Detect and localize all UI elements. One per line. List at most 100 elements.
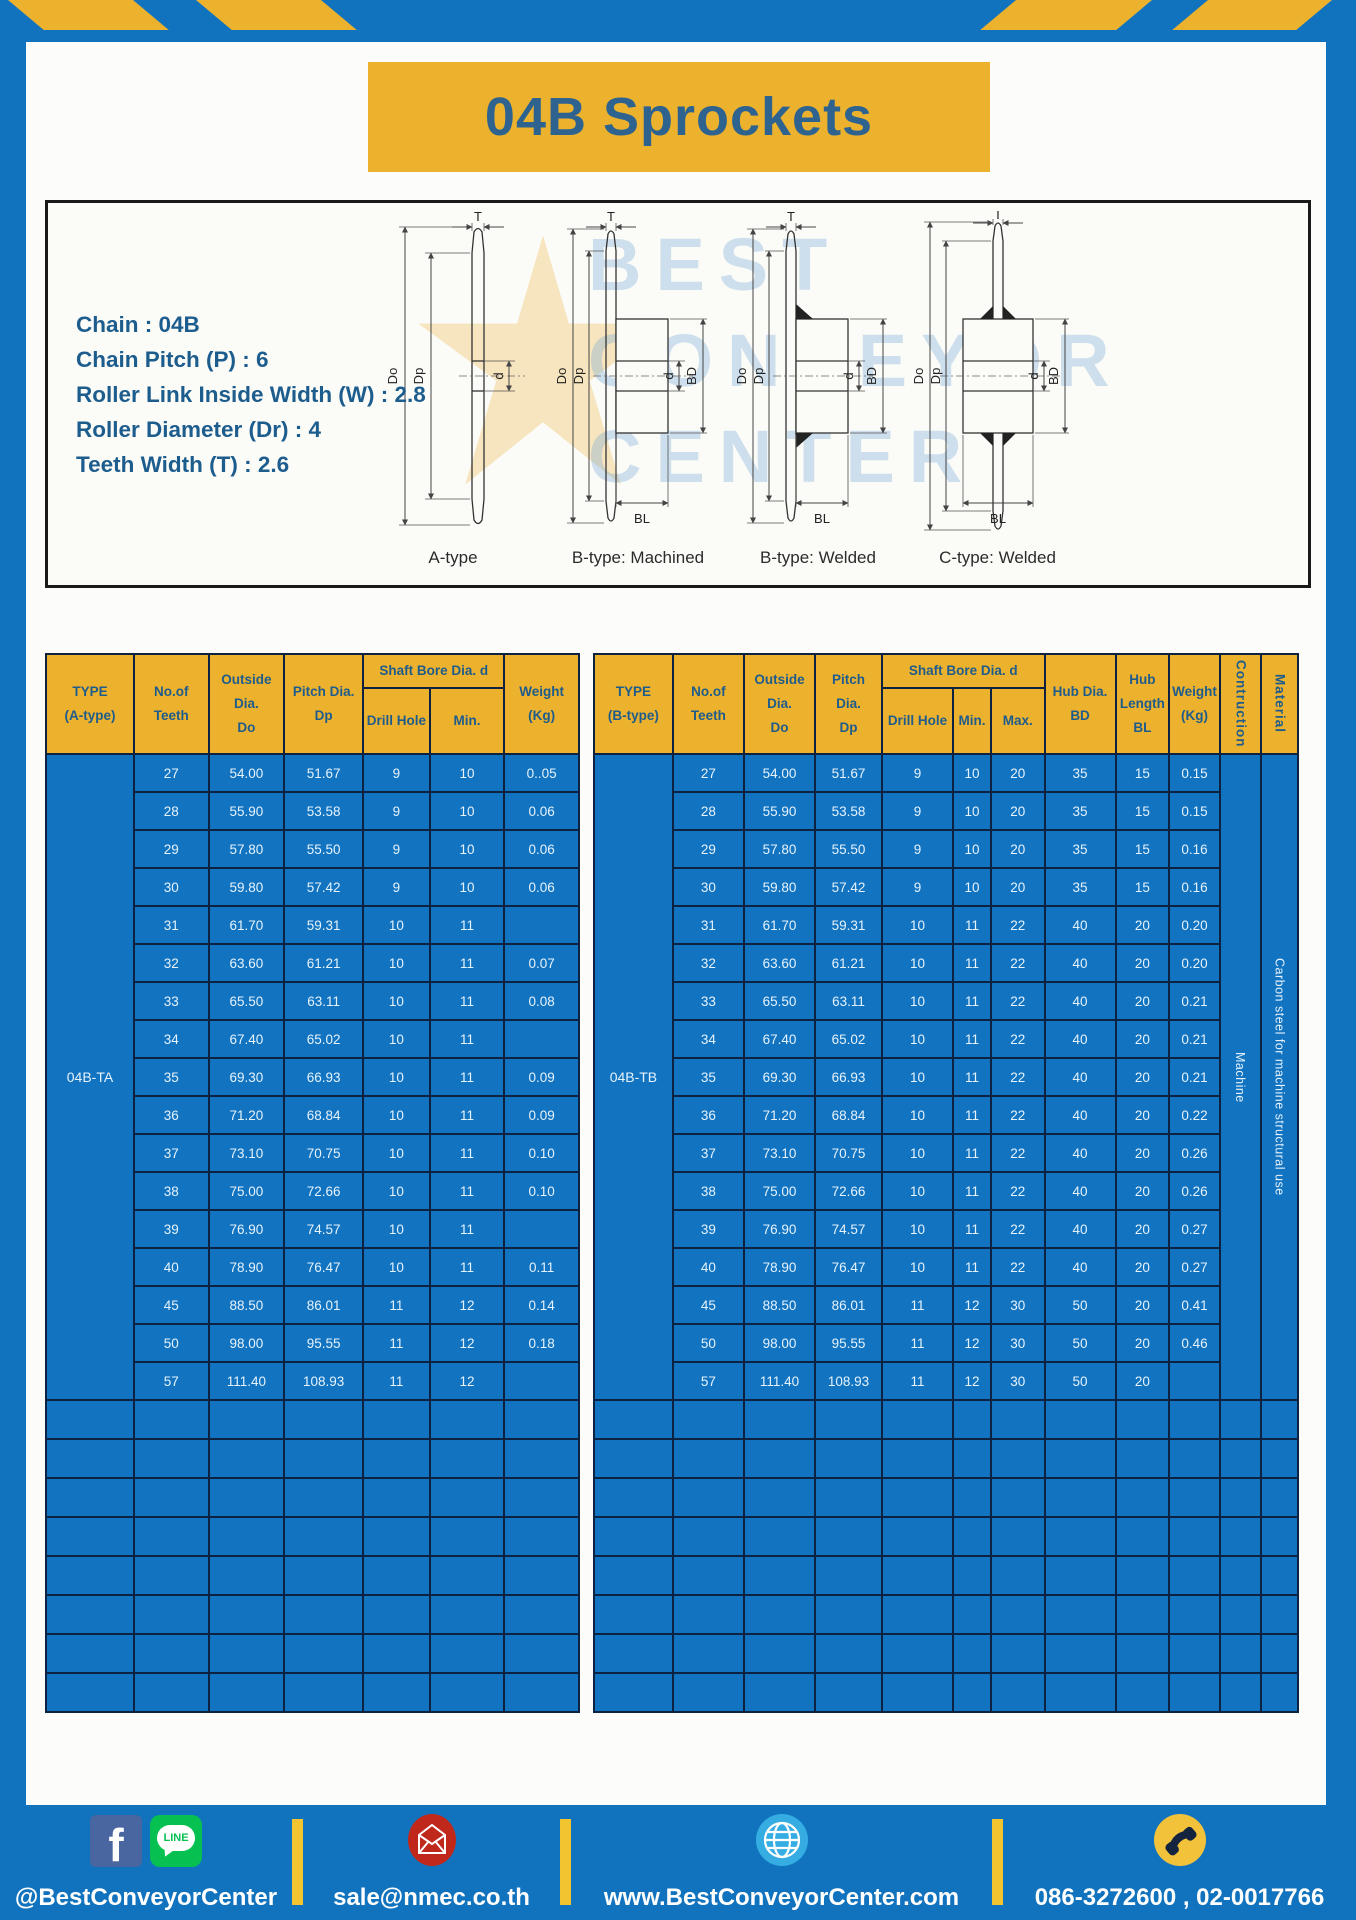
data-cell: 0.21 — [1168, 1019, 1221, 1059]
table-row: 31 61.70 59.31 10 11 — [46, 905, 580, 945]
empty-row — [45, 1633, 580, 1674]
empty-cell — [283, 1672, 365, 1713]
data-cell: 55.90 — [742, 791, 817, 831]
data-cell: 98.00 — [207, 1323, 286, 1363]
empty-cell — [428, 1516, 506, 1557]
empty-cell — [283, 1633, 365, 1674]
data-cell: 10 — [951, 791, 993, 831]
data-cell: 10 — [362, 905, 431, 945]
table-row: 28 55.90 53.58 9 10 0.06 — [46, 791, 580, 831]
table-row: 50 98.00 95.55 11 12 0.18 — [46, 1323, 580, 1363]
empty-cell — [990, 1438, 1046, 1479]
data-cell: 63.11 — [283, 981, 365, 1021]
data-cell: 11 — [951, 1095, 993, 1135]
a-type-diagram: Do Dp T d A-type — [373, 209, 533, 568]
empty-cell — [45, 1555, 135, 1596]
empty-cell — [1259, 1477, 1300, 1518]
data-cell: 40 — [1043, 1171, 1117, 1211]
empty-cell — [45, 1438, 135, 1479]
data-cell: 11 — [951, 1171, 993, 1211]
data-cell: 30 — [990, 1361, 1046, 1401]
data-cell: 0.21 — [1168, 981, 1221, 1021]
data-cell: 0.10 — [503, 1133, 580, 1173]
data-cell: 11 — [951, 943, 993, 983]
table-row: 35 69.30 66.93 10 11 0.09 — [46, 1057, 580, 1097]
data-cell: 20 — [1114, 905, 1171, 945]
empty-cell — [283, 1516, 365, 1557]
data-cell: 11 — [951, 1209, 993, 1249]
empty-cell — [742, 1477, 817, 1518]
data-cell: 10 — [428, 829, 506, 869]
data-cell: 31 — [132, 905, 210, 945]
data-cell — [503, 1019, 580, 1059]
diagram-label: A-type — [428, 548, 478, 567]
empty-cell — [1168, 1399, 1221, 1440]
data-cell: 22 — [990, 1095, 1046, 1135]
empty-cell — [1218, 1477, 1262, 1518]
data-cell: 61.21 — [283, 943, 365, 983]
spec-line: Roller Link Inside Width (W) : 2.8 — [76, 382, 426, 407]
spec-line: Teeth Width (T) : 2.6 — [76, 452, 290, 477]
data-cell: 31 — [671, 905, 745, 945]
empty-cell — [283, 1477, 365, 1518]
data-cell: 45 — [671, 1285, 745, 1325]
line-bubble-text: LINE — [157, 1825, 195, 1851]
empty-cell — [1168, 1477, 1221, 1518]
a-type-spec-table: TYPE (A-type) No.of Teeth Outside Dia. D… — [45, 653, 580, 1713]
data-cell: 51.67 — [283, 753, 365, 793]
data-cell: 35 — [1043, 829, 1117, 869]
empty-cell — [671, 1516, 745, 1557]
col-header-material: Material — [1259, 653, 1300, 755]
table-row: 34 67.40 65.02 10 11 — [46, 1019, 580, 1059]
footer-phone-section: 086-3272600 , 02-0017766 — [1003, 1805, 1356, 1920]
data-cell: 10 — [880, 1247, 955, 1287]
table-row: 40 78.90 76.47 10 11 0.11 — [46, 1247, 580, 1287]
empty-cell — [593, 1633, 674, 1674]
empty-cell — [742, 1672, 817, 1713]
data-cell: 37 — [671, 1133, 745, 1173]
empty-cell — [990, 1477, 1046, 1518]
empty-cell — [951, 1672, 993, 1713]
data-cell: 10 — [880, 1057, 955, 1097]
data-cell: 59.31 — [283, 905, 365, 945]
data-cell: 75.00 — [207, 1171, 286, 1211]
data-cell: 57.80 — [207, 829, 286, 869]
data-cell: 40 — [1043, 1095, 1117, 1135]
data-cell: 76.47 — [283, 1247, 365, 1287]
empty-cell — [428, 1672, 506, 1713]
data-cell: 20 — [1114, 1247, 1171, 1287]
data-cell: 0.06 — [503, 867, 580, 907]
title-banner: 04B Sprockets — [368, 62, 990, 172]
empty-row — [593, 1438, 1300, 1479]
table-row: 32 63.60 61.21 10 11 0.07 — [46, 943, 580, 983]
empty-cell — [1168, 1516, 1221, 1557]
data-cell: 12 — [428, 1323, 506, 1363]
corner-stripe — [196, 0, 357, 30]
empty-cell — [1259, 1516, 1300, 1557]
data-cell: 61.70 — [207, 905, 286, 945]
data-cell: 65.02 — [814, 1019, 883, 1059]
data-cell: 20 — [1114, 1057, 1171, 1097]
empty-cell — [1259, 1672, 1300, 1713]
data-cell: 10 — [880, 1171, 955, 1211]
data-cell: 12 — [951, 1361, 993, 1401]
empty-cell — [814, 1555, 883, 1596]
data-cell: 11 — [428, 1171, 506, 1211]
data-cell: 78.90 — [207, 1247, 286, 1287]
type-label: 04B-TB — [593, 753, 674, 1401]
data-cell: 0.16 — [1168, 867, 1221, 907]
data-cell: 12 — [428, 1361, 506, 1401]
empty-cell — [45, 1672, 135, 1713]
data-cell: 40 — [132, 1247, 210, 1287]
empty-cell — [880, 1438, 955, 1479]
data-cell: 0.06 — [503, 829, 580, 869]
footer-divider — [992, 1819, 1003, 1905]
col-header-min: Min. — [951, 687, 993, 755]
empty-cell — [207, 1399, 286, 1440]
col-header-outside-dia: Outside Dia. Do — [207, 653, 286, 755]
data-cell: 71.20 — [742, 1095, 817, 1135]
data-cell: 59.31 — [814, 905, 883, 945]
data-cell: 11 — [428, 943, 506, 983]
empty-cell — [132, 1555, 210, 1596]
empty-cell — [990, 1399, 1046, 1440]
